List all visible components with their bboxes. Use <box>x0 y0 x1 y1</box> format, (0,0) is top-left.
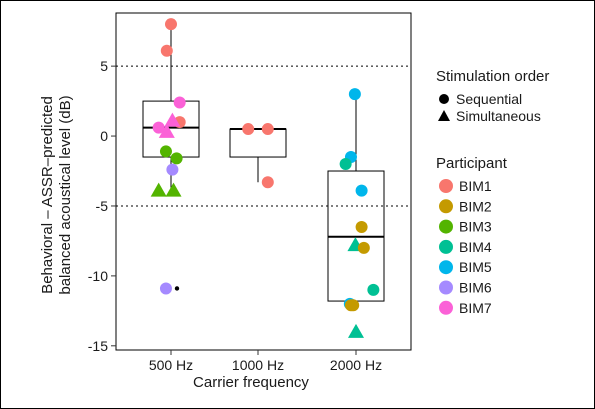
legend-participant-key <box>439 179 453 193</box>
data-point-circle <box>173 96 186 109</box>
data-point-circle <box>152 121 165 134</box>
legend-order-key-circle <box>439 94 449 104</box>
data-point-circle <box>170 152 183 165</box>
data-point-circle <box>355 220 368 233</box>
plot-area: 5 0 -5 -10 -15 500 Hz 1000 Hz 2000 Hz <box>88 12 412 373</box>
legend-participant-label: BIM1 <box>459 178 492 194</box>
data-point-triangle <box>150 182 167 197</box>
plot-panel-border <box>115 12 412 351</box>
y-tick-label: -5 <box>96 198 109 214</box>
legend-participant-key <box>439 280 453 295</box>
data-point-circle <box>357 241 370 254</box>
y-tick-label: 5 <box>100 58 108 74</box>
legend-participant-title: Participant <box>436 155 508 172</box>
data-point-circle <box>160 44 173 57</box>
data-point-circle <box>367 283 380 296</box>
legend-participant-key <box>439 300 453 315</box>
data-point-circle <box>339 158 352 171</box>
data-point-circle <box>261 123 274 136</box>
data-point-circle <box>348 88 361 101</box>
data-point-triangle <box>348 323 364 338</box>
legend-participant-label: BIM2 <box>459 198 492 214</box>
legend-participant-label: BIM7 <box>459 300 492 316</box>
data-point-triangle <box>164 112 181 127</box>
legend-participant-label: BIM3 <box>459 219 492 235</box>
legend-participant-label: BIM6 <box>459 280 492 296</box>
data-point-circle <box>165 18 177 31</box>
legend-order-key-triangle <box>438 110 450 121</box>
data-point-circle <box>242 123 255 136</box>
y-axis-title: Behavioral – ASSR–predicted balanced aco… <box>39 95 74 294</box>
x-tick-label: 1000 Hz <box>232 357 284 373</box>
legend-order-label: Sequential <box>456 91 522 107</box>
data-point-triangle <box>165 182 182 197</box>
y-tick-label: -15 <box>88 338 108 354</box>
x-tick-label: 500 Hz <box>149 357 193 373</box>
legend-participant-label: BIM5 <box>459 259 492 275</box>
x-tick-label: 2000 Hz <box>330 357 382 373</box>
legend-participant-key <box>439 260 453 275</box>
legend-participant-key <box>439 199 453 214</box>
box-outlier <box>174 286 180 291</box>
y-tick-label: -10 <box>88 268 108 284</box>
data-point-circle <box>166 163 179 176</box>
legend-participant-key <box>439 239 453 254</box>
y-axis-title-line-1: Behavioral – ASSR–predicted <box>39 96 56 294</box>
data-point-circle <box>344 299 357 312</box>
box-1 <box>229 128 287 183</box>
data-point-triangle <box>158 123 175 138</box>
y-axis-title-line-2: balanced acoustical level (dB) <box>57 95 74 294</box>
data-point-circle <box>159 145 172 158</box>
data-point-circle <box>159 282 172 295</box>
y-tick-label: 0 <box>100 128 108 144</box>
data-point-circle <box>261 176 274 189</box>
legend-order-title: Stimulation order <box>436 68 549 85</box>
legend-participant-label: BIM4 <box>459 239 492 255</box>
legend-order-label: Simultaneous <box>456 108 541 124</box>
legend-participant-key <box>439 219 453 234</box>
legend-participant: Participant BIM1 BIM2 BIM3 BIM4 BIM5 BIM6 BIM7 <box>436 155 508 316</box>
x-axis-title: Carrier frequency <box>193 374 309 391</box>
data-point-circle <box>355 184 368 197</box>
